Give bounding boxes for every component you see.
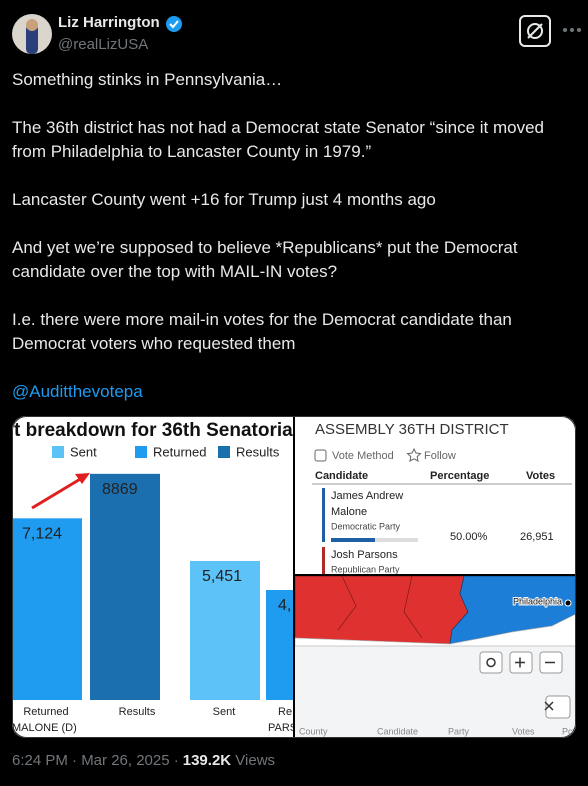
text-line: And yet we’re supposed to believe *Repub… bbox=[12, 238, 518, 257]
timestamp[interactable]: 6:24 PM · Mar 26, 2025 · bbox=[12, 752, 179, 769]
views-label: Views bbox=[235, 752, 276, 769]
column-header: Percentage bbox=[430, 470, 489, 482]
arrow bbox=[31, 476, 83, 510]
column-header: Party bbox=[448, 726, 470, 736]
bar-label: 5,451 bbox=[202, 568, 242, 585]
text-line: Something stinks in Pennsylvania… bbox=[12, 70, 283, 89]
column-header: Pct bbox=[562, 726, 576, 736]
paragraph: Lancaster County went +16 for Trump just… bbox=[12, 188, 582, 212]
bar-label: 8869 bbox=[102, 481, 138, 498]
paragraph: The 36th district has not had a Democrat… bbox=[12, 116, 582, 164]
progress-fill bbox=[331, 538, 375, 542]
post-meta: 6:24 PM · Mar 26, 2025 · 139.2K Views bbox=[12, 752, 275, 769]
text-line: Democrat voters who requested them bbox=[12, 334, 296, 353]
text-line: candidate over the top with MAIL-IN vote… bbox=[12, 262, 338, 281]
table-title: ASSEMBLY 36TH DISTRICT bbox=[315, 421, 509, 438]
text-line: from Philadelphia to Lancaster County in… bbox=[12, 142, 372, 161]
author-name[interactable]: Liz Harrington bbox=[58, 14, 160, 31]
follow: Follow bbox=[424, 450, 456, 462]
candidate-name: Josh Parsons bbox=[331, 549, 398, 561]
legend-label: Returned bbox=[153, 444, 206, 459]
avatar[interactable] bbox=[12, 14, 52, 54]
legend-label: Results bbox=[236, 444, 280, 459]
place-label: Philadelphia bbox=[513, 596, 562, 606]
candidate-name: James Andrew bbox=[331, 490, 403, 502]
candidate-name: Malone bbox=[331, 506, 367, 518]
legend-label: Sent bbox=[70, 444, 97, 459]
more-button[interactable] bbox=[562, 26, 582, 34]
text-line: Lancaster County went +16 for Trump just… bbox=[12, 190, 436, 209]
arrow-head bbox=[75, 473, 90, 484]
vote-method: Vote Method bbox=[332, 450, 394, 462]
post-text: Something stinks in Pennsylvania… The 36t… bbox=[12, 68, 582, 404]
star-icon bbox=[406, 447, 422, 462]
bar bbox=[12, 518, 82, 700]
mention-link[interactable]: @Auditthevotepa bbox=[12, 382, 143, 401]
x-label: Results bbox=[119, 706, 156, 718]
bar-label: 7,124 bbox=[22, 526, 62, 543]
legend-swatch bbox=[52, 446, 64, 458]
bar bbox=[266, 589, 293, 700]
grok-button[interactable] bbox=[519, 15, 551, 47]
bar-label: 4, bbox=[278, 597, 291, 614]
column-header: Candidate bbox=[377, 726, 418, 736]
view-count: 139.2K bbox=[182, 752, 232, 769]
checkbox bbox=[314, 449, 327, 462]
party: Democratic Party bbox=[331, 521, 401, 531]
author-handle[interactable]: @realLizUSA bbox=[58, 36, 149, 53]
x-label: Sent bbox=[213, 706, 236, 718]
text-line: I.e. there were more mail-in votes for t… bbox=[12, 310, 512, 329]
party-stripe bbox=[322, 488, 325, 542]
party: Republican Party bbox=[331, 564, 400, 574]
media[interactable]: t breakdown for 36th Senatorial Sent Retur… bbox=[12, 416, 576, 738]
bar bbox=[190, 560, 260, 700]
column-header: County bbox=[299, 726, 328, 736]
verified-badge bbox=[166, 16, 182, 32]
x-label: Returned bbox=[23, 706, 68, 718]
votes: 26,951 bbox=[520, 531, 554, 543]
image-title: t breakdown for 36th Senatorial bbox=[14, 420, 298, 441]
legend-swatch bbox=[218, 446, 230, 458]
paragraph: And yet we’re supposed to believe *Repub… bbox=[12, 236, 582, 284]
legend-swatch bbox=[135, 446, 147, 458]
column-header: Votes bbox=[526, 470, 555, 482]
column-header: Candidate bbox=[315, 470, 368, 482]
group-label: MALONE (D) bbox=[12, 722, 77, 734]
paragraph: I.e. there were more mail-in votes for t… bbox=[12, 308, 582, 356]
percentage: 50.00% bbox=[450, 531, 488, 543]
group-label: PARS bbox=[268, 722, 297, 734]
paragraph: Something stinks in Pennsylvania… bbox=[12, 68, 582, 92]
text-line: The 36th district has not had a Democrat… bbox=[12, 118, 544, 137]
column-header: Votes bbox=[512, 726, 535, 736]
party-stripe bbox=[322, 547, 325, 574]
bar bbox=[90, 473, 160, 700]
x-label: Re bbox=[278, 706, 292, 718]
